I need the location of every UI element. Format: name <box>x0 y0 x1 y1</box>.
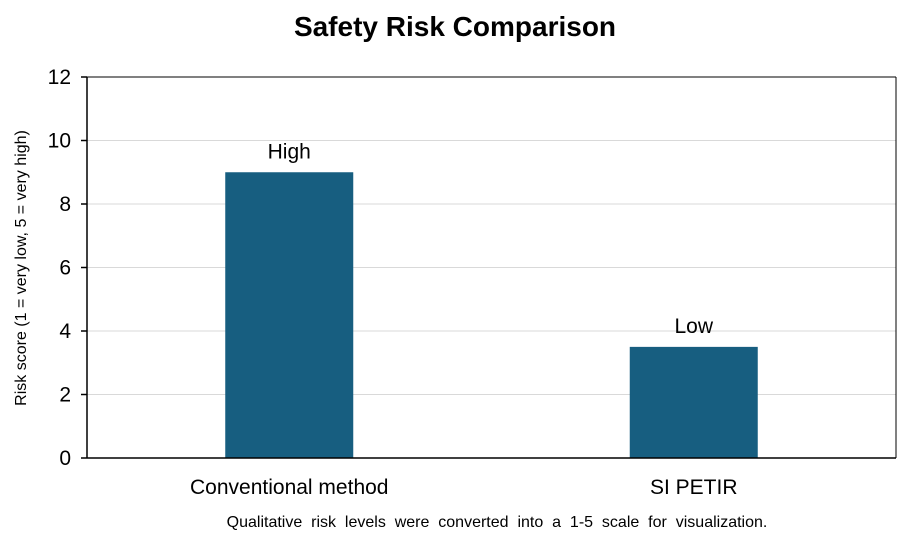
data-labels: High Low <box>268 140 714 338</box>
chart-footnote: Qualitative risk levels were converted i… <box>227 514 768 531</box>
y-axis-ticks: 0 2 4 6 8 10 12 <box>48 66 87 470</box>
y-tick-label: 0 <box>59 447 71 470</box>
x-category-label: SI PETIR <box>650 476 738 499</box>
chart-title: Safety Risk Comparison <box>294 11 616 42</box>
y-tick-label: 4 <box>59 320 71 343</box>
y-tick-label: 6 <box>59 257 71 280</box>
bar-conventional-method <box>225 172 354 458</box>
gridlines <box>87 140 896 395</box>
y-tick-label: 10 <box>48 130 71 153</box>
y-axis-label: Risk score (1 = very low, 5 = very high) <box>13 130 30 406</box>
data-label: High <box>268 140 311 163</box>
x-category-label: Conventional method <box>190 476 388 499</box>
bars <box>225 172 758 458</box>
bar-si-petir <box>629 346 758 458</box>
y-tick-label: 2 <box>59 384 71 407</box>
y-tick-label: 12 <box>48 66 71 89</box>
x-axis-categories: Conventional method SI PETIR <box>190 476 738 499</box>
y-tick-label: 8 <box>59 193 71 216</box>
data-label: Low <box>674 315 713 338</box>
